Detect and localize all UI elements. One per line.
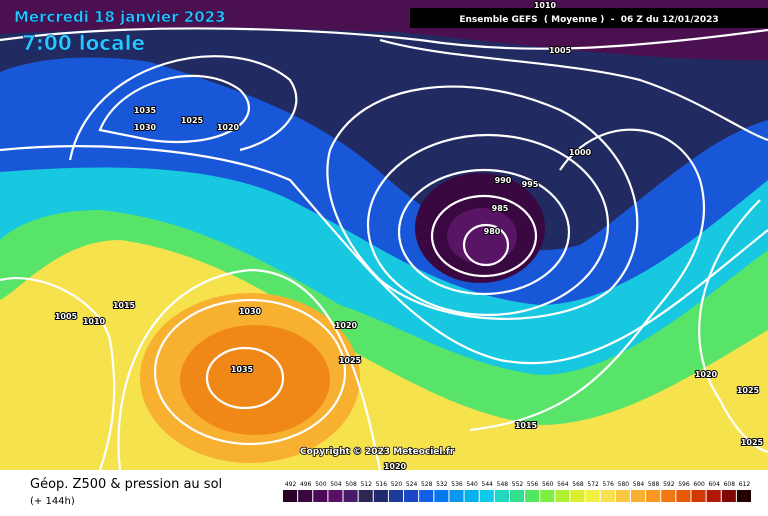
- colorbar-swatch: [494, 490, 509, 502]
- footer-title: Géop. Z500 & pression au sol: [30, 477, 222, 492]
- isobar-label: 990: [495, 176, 512, 185]
- isobar-labels: 1010 1005 1035 1030 1025 1020 1000 990 995 985 980…: [54, 0, 765, 472]
- colorbar-swatch: [434, 490, 449, 502]
- colorbar-label: 508: [345, 481, 357, 488]
- isobar-label: 1005: [549, 46, 572, 55]
- isobar-label: 980: [484, 227, 501, 236]
- footer-lead: (+ 144h): [30, 496, 75, 507]
- colorbar-swatch: [600, 490, 615, 502]
- colorbar-label: 520: [391, 481, 403, 488]
- colorbar-swatch: [555, 490, 570, 502]
- isobar-label: 1035: [231, 365, 254, 374]
- colorbar-swatch: [358, 490, 373, 502]
- copyright: Copyright © 2023 Meteociel.fr: [300, 447, 455, 457]
- colorbar-swatch: [721, 490, 736, 502]
- isobar-label: 995: [522, 180, 539, 189]
- colorbar-label: 600: [693, 481, 705, 488]
- colorbar-swatch: [706, 490, 721, 502]
- colorbar-swatch: [676, 490, 691, 502]
- colorbar-swatch: [464, 490, 479, 502]
- colorbar-label: 552: [512, 481, 524, 488]
- isobar-label: 1015: [515, 421, 538, 430]
- colorbar-swatch: [479, 490, 494, 502]
- colorbar-label: 576: [603, 481, 615, 488]
- isobar-label: 1025: [737, 386, 760, 395]
- isobar-label: 1025: [181, 116, 204, 125]
- isobar-label: 1025: [339, 356, 362, 365]
- colorbar-label: 532: [436, 481, 448, 488]
- run-box: [410, 8, 768, 28]
- colorbar-swatch: [509, 490, 525, 502]
- colorbar-swatch: [691, 490, 706, 502]
- colorbar-label: 540: [466, 481, 478, 488]
- colorbar-swatch: [298, 490, 313, 502]
- colorbar-label: 516: [376, 481, 388, 488]
- isobar-label: 1020: [384, 462, 407, 471]
- colorbar: 492 496 500 504 508 512 516 520 524 528 532 536 540 5…: [283, 481, 751, 502]
- isobar-label: 1030: [134, 123, 157, 132]
- colorbar-swatch: [328, 490, 343, 502]
- time-title: 7:00 locale: [22, 31, 145, 55]
- isobar-label: 1010: [534, 1, 557, 10]
- isobar-label: 1000: [569, 148, 592, 157]
- isobars: [0, 27, 768, 471]
- colorbar-swatch: [646, 490, 661, 502]
- isobar-label: 1005: [55, 312, 78, 321]
- colorbar-label: 604: [708, 481, 720, 488]
- colorbar-swatch: [373, 490, 388, 502]
- colorbar-swatch: [736, 490, 751, 502]
- colorbar-label: 500: [315, 481, 327, 488]
- colorbar-label: 504: [330, 481, 342, 488]
- colorbar-label: 512: [360, 481, 372, 488]
- colorbar-label: 496: [300, 481, 312, 488]
- colorbar-swatch: [283, 490, 298, 502]
- colorbar-swatch: [313, 490, 328, 502]
- isobar-label: 1015: [113, 301, 136, 310]
- isobar-label: 1020: [335, 321, 358, 330]
- colorbar-swatch: [585, 490, 600, 502]
- colorbar-label: 548: [497, 481, 509, 488]
- isobar-label: 1035: [134, 106, 157, 115]
- field-navy: [0, 0, 768, 251]
- isobar-label: 1010: [83, 317, 106, 326]
- colorbar-swatch: [404, 490, 419, 502]
- isobar-label: 985: [492, 204, 509, 213]
- colorbar-swatch: [570, 490, 585, 502]
- colorbar-swatch: [419, 490, 434, 502]
- run-info: Ensemble GEFS ( Moyenne ) - 06 Z du 12/0…: [459, 15, 718, 25]
- colorbar-swatch: [343, 490, 358, 502]
- colorbar-swatch: [388, 490, 404, 502]
- colorbar-label: 556: [527, 481, 539, 488]
- colorbar-swatch: [449, 490, 464, 502]
- isobar-label: 1030: [239, 307, 262, 316]
- colorbar-label: 536: [451, 481, 463, 488]
- colorbar-label: 592: [663, 481, 675, 488]
- isobar-label: 1020: [695, 370, 718, 379]
- isobar-label: 1020: [217, 123, 240, 132]
- colorbar-label: 596: [678, 481, 690, 488]
- colorbar-label: 568: [572, 481, 584, 488]
- colorbar-label: 492: [285, 481, 297, 488]
- colorbar-swatch: [661, 490, 676, 502]
- colorbar-label: 560: [542, 481, 554, 488]
- colorbar-label: 544: [482, 481, 494, 488]
- colorbar-swatch: [630, 490, 646, 502]
- date-title: Mercredi 18 janvier 2023: [14, 8, 226, 26]
- colorbar-swatch: [540, 490, 555, 502]
- colorbar-label: 524: [406, 481, 418, 488]
- colorbar-label: 612: [739, 481, 751, 488]
- colorbar-label: 608: [724, 481, 736, 488]
- high-inner: [180, 325, 330, 435]
- colorbar-swatch: [615, 490, 630, 502]
- colorbar-swatch: [525, 490, 540, 502]
- colorbar-label: 572: [587, 481, 599, 488]
- colorbar-label: 564: [557, 481, 569, 488]
- colorbar-label: 580: [618, 481, 630, 488]
- colorbar-label: 584: [633, 481, 645, 488]
- isobar-label: 1025: [741, 438, 764, 447]
- colorbar-label: 528: [421, 481, 433, 488]
- colorbar-label: 588: [648, 481, 660, 488]
